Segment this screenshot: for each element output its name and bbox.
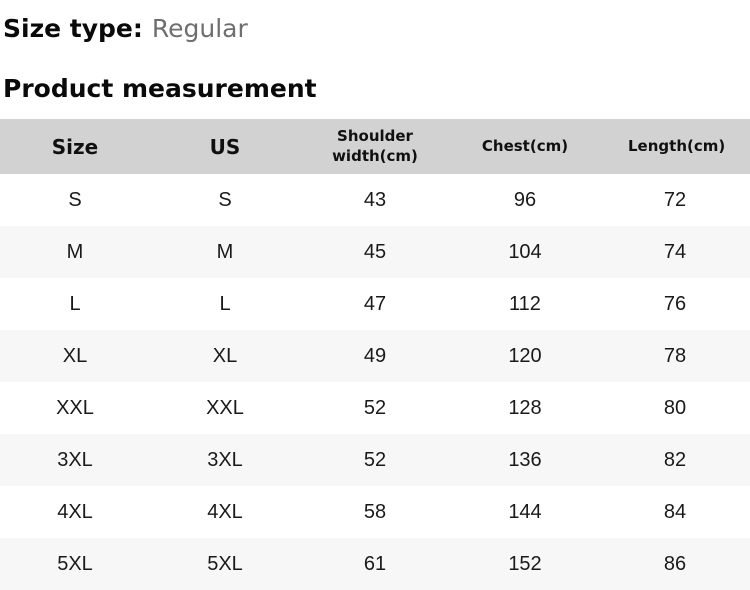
cell-length: 86	[663, 552, 687, 575]
cell-chest: 136	[508, 448, 542, 471]
table-row: L L 47 112 76	[0, 278, 750, 330]
cell-size: 3XL	[57, 448, 93, 471]
cell-chest: 120	[508, 344, 542, 367]
column-header-us: US	[209, 134, 241, 159]
product-measurement-title: Product measurement	[3, 74, 317, 103]
cell-shoulder: 58	[363, 500, 387, 523]
table-head: Size US Shoulder width(cm) Chest(cm) Length(…	[0, 119, 750, 174]
cell-size: M	[66, 240, 84, 263]
cell-length: 72	[663, 188, 687, 211]
table-row: S S 43 96 72	[0, 174, 750, 226]
cell-us: 3XL	[207, 448, 243, 471]
cell-length: 82	[663, 448, 687, 471]
table-body: S S 43 96 72 M M 45 104 74 L L 47 112 76 XL XL 49 120 78 XXL…	[0, 174, 750, 590]
cell-length: 84	[663, 500, 687, 523]
cell-us: S	[218, 188, 232, 211]
table-row: XL XL 49 120 78	[0, 330, 750, 382]
table-row: 3XL 3XL 52 136 82	[0, 434, 750, 486]
cell-chest: 128	[508, 396, 542, 419]
column-header-length: Length(cm)	[628, 136, 726, 155]
column-header-shoulder: Shoulder width(cm)	[332, 127, 418, 165]
table-row: 4XL 4XL 58 144 84	[0, 486, 750, 538]
size-type-label: Size type:	[3, 14, 143, 43]
cell-chest: 112	[509, 292, 541, 315]
cell-length: 76	[663, 292, 687, 315]
cell-size: 4XL	[57, 500, 93, 523]
cell-shoulder: 52	[363, 396, 387, 419]
size-type-value: Regular	[151, 14, 248, 43]
table-row: XXL XXL 52 128 80	[0, 382, 750, 434]
cell-shoulder: 47	[363, 292, 387, 315]
cell-shoulder: 49	[363, 344, 387, 367]
cell-length: 78	[663, 344, 687, 367]
cell-shoulder: 52	[363, 448, 387, 471]
cell-us: L	[219, 292, 231, 315]
cell-chest: 96	[513, 188, 537, 211]
cell-shoulder: 43	[363, 188, 387, 211]
cell-size: L	[69, 292, 81, 315]
cell-chest: 144	[508, 500, 542, 523]
cell-size: XXL	[56, 396, 94, 419]
cell-size: XL	[62, 344, 88, 367]
cell-us: 4XL	[207, 500, 243, 523]
cell-chest: 104	[508, 240, 542, 263]
cell-size: S	[68, 188, 82, 211]
measurement-table: Size US Shoulder width(cm) Chest(cm) Length(…	[0, 119, 750, 590]
cell-shoulder: 61	[363, 552, 387, 575]
cell-length: 74	[663, 240, 687, 263]
column-header-size: Size	[51, 134, 99, 159]
cell-chest: 152	[508, 552, 542, 575]
cell-us: M	[216, 240, 234, 263]
cell-us: XL	[212, 344, 238, 367]
column-header-chest: Chest(cm)	[481, 136, 569, 155]
cell-size: 5XL	[57, 552, 93, 575]
table-row: 5XL 5XL 61 152 86	[0, 538, 750, 590]
cell-shoulder: 45	[363, 240, 387, 263]
cell-us: XXL	[206, 396, 244, 419]
cell-length: 80	[663, 396, 687, 419]
cell-us: 5XL	[207, 552, 243, 575]
table-header-row: Size US Shoulder width(cm) Chest(cm) Length(…	[0, 119, 750, 174]
size-type-line: Size type: Regular	[3, 12, 750, 46]
table-row: M M 45 104 74	[0, 226, 750, 278]
